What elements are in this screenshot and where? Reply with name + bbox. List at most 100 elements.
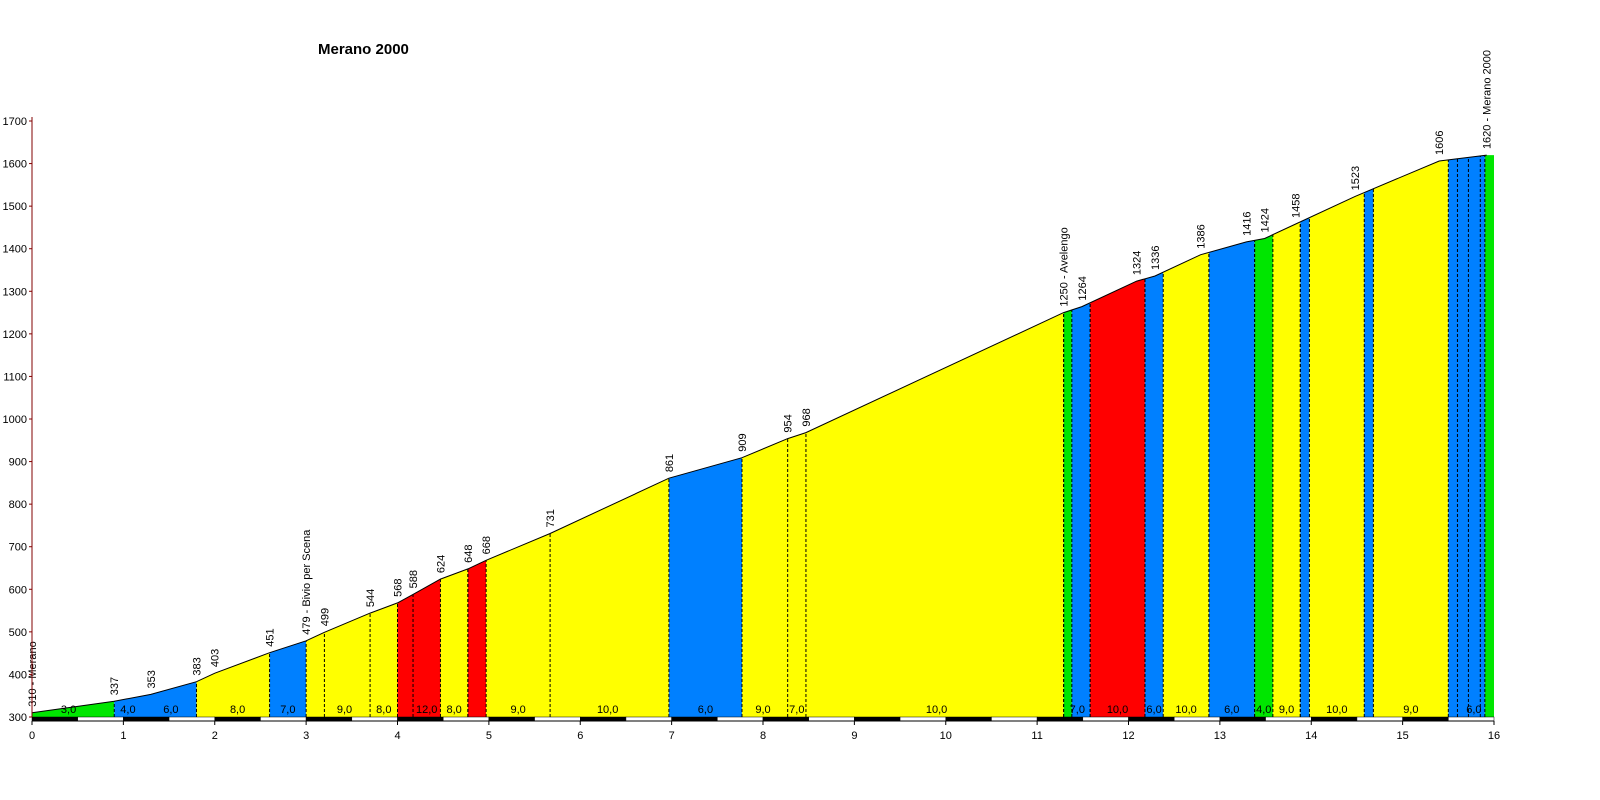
profile-segment bbox=[1373, 159, 1449, 717]
y-tick-label: 1100 bbox=[3, 371, 27, 383]
scale-block bbox=[168, 716, 215, 722]
scale-block bbox=[351, 716, 398, 722]
elevation-label: 731 bbox=[545, 509, 557, 527]
profile-segment bbox=[1484, 155, 1494, 718]
x-tick-label: 12 bbox=[1122, 730, 1134, 742]
gradient-label: 10,0 bbox=[1326, 704, 1347, 716]
profile-segment bbox=[269, 640, 307, 717]
x-tick-label: 14 bbox=[1305, 730, 1317, 742]
scale-block bbox=[397, 716, 444, 722]
x-tick-label: 5 bbox=[486, 730, 492, 742]
scale-block bbox=[854, 716, 901, 722]
elevation-label: 544 bbox=[365, 589, 377, 607]
x-tick-label: 16 bbox=[1488, 730, 1500, 742]
scale-block bbox=[31, 716, 78, 722]
profile-segment bbox=[440, 568, 468, 717]
elevation-label: 1620 - Merano 2000 bbox=[1482, 50, 1494, 149]
elevation-label: 1424 bbox=[1260, 208, 1272, 232]
profile-segment bbox=[196, 652, 270, 717]
gradient-label: 10,0 bbox=[1107, 704, 1128, 716]
elevation-label: 861 bbox=[664, 454, 676, 472]
profile-segment bbox=[1364, 188, 1374, 717]
y-tick-label: 1400 bbox=[3, 244, 27, 256]
elevation-label: 1250 - Avelengo bbox=[1059, 227, 1071, 306]
km-scale-bar bbox=[31, 716, 1495, 722]
gradient-label: 6,0 bbox=[1224, 704, 1239, 716]
y-tick-label: 1700 bbox=[3, 116, 27, 128]
scale-block bbox=[1036, 716, 1084, 722]
elevation-label: 353 bbox=[146, 670, 158, 688]
scale-block bbox=[945, 716, 992, 722]
x-tick-label: 13 bbox=[1214, 730, 1226, 742]
y-tick-label: 1000 bbox=[3, 414, 27, 426]
x-tick-label: 8 bbox=[760, 730, 766, 742]
y-tick-label: 1300 bbox=[3, 286, 27, 298]
elevation-label: 1606 bbox=[1434, 131, 1446, 155]
x-tick-label: 3 bbox=[303, 730, 309, 742]
x-tick-label: 6 bbox=[577, 730, 583, 742]
elevation-label: 1458 bbox=[1291, 194, 1303, 218]
elevation-label: 624 bbox=[435, 555, 447, 573]
y-tick-label: 1600 bbox=[3, 159, 27, 171]
y-tick-label: 600 bbox=[9, 584, 27, 596]
x-tick-label: 4 bbox=[394, 730, 400, 742]
elevation-label: 968 bbox=[801, 408, 813, 426]
y-tick-label: 800 bbox=[9, 499, 27, 511]
gradient-label: 6,0 bbox=[163, 704, 178, 716]
elevation-label: 337 bbox=[109, 677, 121, 695]
x-tick-label: 1 bbox=[120, 730, 126, 742]
gradient-label: 7,0 bbox=[280, 704, 295, 716]
scale-block bbox=[488, 716, 535, 722]
scale-block bbox=[1173, 716, 1221, 722]
elevation-labels: 310 - Merano 337 353 383 403 451 479 - Bivio p… bbox=[27, 50, 1494, 707]
elevation-label: 479 - Bivio per Scena bbox=[301, 529, 313, 635]
gradient-label: 10,0 bbox=[926, 704, 947, 716]
gradient-label: 9,0 bbox=[1279, 704, 1294, 716]
gradient-label: 4,0 bbox=[1256, 704, 1271, 716]
x-tick-label: 10 bbox=[940, 730, 952, 742]
elevation-label: 954 bbox=[783, 414, 795, 432]
profile-segment bbox=[1071, 302, 1091, 717]
y-tick-label: 400 bbox=[9, 669, 27, 681]
gradient-label: 3,0 bbox=[61, 704, 76, 716]
profile-segment bbox=[1063, 309, 1072, 717]
profile-segment bbox=[1090, 278, 1145, 717]
axes: 3004005006007008009001000110012001300140… bbox=[3, 116, 1501, 742]
scale-block bbox=[762, 716, 809, 722]
gradient-label: 8,0 bbox=[230, 704, 245, 716]
chart-title: Merano 2000 bbox=[318, 41, 409, 58]
scale-block bbox=[671, 716, 718, 722]
segment-fills bbox=[32, 155, 1494, 718]
gradient-label: 10,0 bbox=[1175, 704, 1196, 716]
scale-block bbox=[1448, 716, 1495, 722]
scale-block bbox=[1311, 716, 1358, 722]
x-tick-label: 11 bbox=[1031, 730, 1042, 742]
scale-block bbox=[1356, 716, 1403, 722]
scale-block bbox=[260, 716, 307, 722]
elevation-label: 1523 bbox=[1350, 166, 1362, 190]
profile-segment bbox=[1300, 217, 1310, 717]
gradient-label: 7,0 bbox=[789, 704, 804, 716]
profile-segment bbox=[1208, 240, 1255, 717]
scale-block bbox=[1402, 716, 1449, 722]
y-tick-label: 300 bbox=[9, 712, 27, 724]
gradient-label: 8,0 bbox=[447, 704, 462, 716]
elevation-label: 383 bbox=[191, 657, 203, 675]
scale-block bbox=[717, 716, 764, 722]
profile-segment bbox=[1272, 221, 1301, 717]
elevation-label: 588 bbox=[408, 570, 420, 588]
profile-segment bbox=[1448, 155, 1485, 718]
scale-block bbox=[123, 716, 170, 722]
gradient-label: 6,0 bbox=[1466, 704, 1481, 716]
elevation-label: 568 bbox=[393, 579, 405, 597]
gradient-label: 4,0 bbox=[120, 704, 135, 716]
x-tick-label: 15 bbox=[1397, 730, 1409, 742]
elevation-label: 668 bbox=[481, 536, 493, 554]
x-tick-label: 2 bbox=[212, 730, 218, 742]
gradient-label: 9,0 bbox=[1403, 704, 1418, 716]
profile-segment bbox=[486, 478, 669, 717]
profile-line-group bbox=[31, 154, 1487, 714]
profile-segment bbox=[1254, 234, 1273, 717]
scale-block bbox=[1128, 716, 1175, 722]
